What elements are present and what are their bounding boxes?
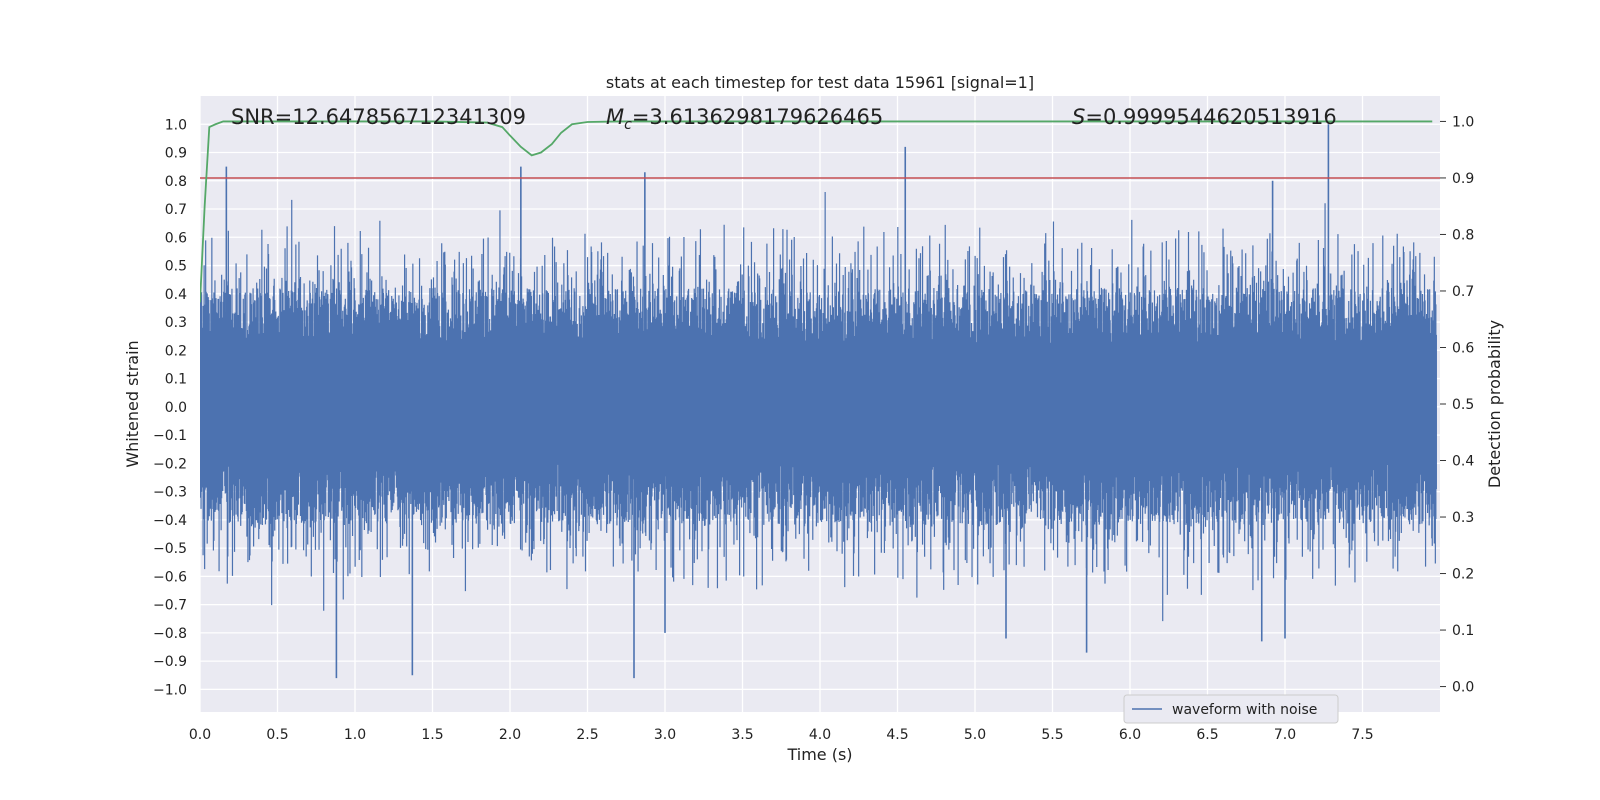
legend-label: waveform with noise	[1172, 702, 1317, 718]
annotation-mc-subscript: c	[624, 117, 632, 133]
x-tick-label: 0.5	[266, 727, 288, 743]
y-right-tick-label: 0.6	[1452, 340, 1474, 356]
y-axis-left-label: Whitened strain	[123, 340, 142, 467]
x-tick-label: 5.5	[1041, 727, 1063, 743]
y-left-tick-label: 0.1	[165, 372, 187, 388]
y-axis-right-label: Detection probability	[1485, 320, 1504, 488]
chart-title: stats at each timestep for test data 159…	[606, 73, 1034, 92]
y-left-tick-label: −0.5	[153, 541, 187, 557]
y-left-tick-label: 1.0	[165, 117, 187, 133]
y-right-tick-label: 0.0	[1452, 680, 1474, 696]
y-right-tick-label: 0.2	[1452, 567, 1474, 583]
y-left-tick-label: 0.9	[165, 146, 187, 162]
legend: waveform with noise	[1123, 694, 1339, 724]
y-left-tick-label: 0.4	[165, 287, 187, 303]
x-axis-ticks: 0.0 0.5 1.0 1.5 2.0 2.5 3.0 3.5 4.0 4.5 5.0 5.5 6.0 6…	[189, 727, 1374, 743]
x-tick-label: 3.5	[731, 727, 753, 743]
y-right-tick-label: 0.8	[1452, 227, 1474, 243]
y-axis-left-ticks: 1.0 0.9 0.8 0.7 0.6 0.5 0.4 0.3 0.2 0.1 0.0 −0.1 −0.…	[153, 117, 187, 698]
y-axis-right-ticks: 1.0 0.9 0.8 0.7 0.6 0.5 0.4 0.3 0.2 0.1 0.0	[1440, 114, 1474, 696]
y-right-tick-label: 1.0	[1452, 114, 1474, 130]
y-right-tick-label: 0.1	[1452, 623, 1474, 639]
x-tick-label: 7.5	[1351, 727, 1373, 743]
x-tick-label: 2.5	[576, 727, 598, 743]
y-right-tick-label: 0.5	[1452, 397, 1474, 413]
x-tick-label: 1.0	[344, 727, 366, 743]
annotation-mc-value: =3.6136298179626465	[632, 105, 883, 129]
annotation-snr-prefix: SNR=	[231, 105, 292, 129]
y-left-tick-label: 0.8	[165, 174, 187, 190]
x-tick-label: 0.0	[189, 727, 211, 743]
y-left-tick-label: −0.8	[153, 626, 187, 642]
x-axis-label: Time (s)	[786, 745, 852, 764]
y-left-tick-label: −0.1	[153, 428, 187, 444]
y-left-tick-label: 0.2	[165, 343, 187, 359]
y-right-tick-label: 0.3	[1452, 510, 1474, 526]
y-left-tick-label: 0.5	[165, 259, 187, 275]
annotation-chirp-mass: Mc=3.6136298179626465	[606, 105, 883, 133]
annotation-s-value: =0.9999544620513916	[1085, 105, 1336, 129]
y-left-tick-label: 0.3	[165, 315, 187, 331]
y-right-tick-label: 0.4	[1452, 454, 1474, 470]
y-left-tick-label: −0.2	[153, 456, 187, 472]
x-tick-label: 7.0	[1274, 727, 1296, 743]
y-left-tick-label: 0.6	[165, 230, 187, 246]
x-tick-label: 3.0	[654, 727, 676, 743]
y-left-tick-label: −0.7	[153, 598, 187, 614]
y-left-tick-label: −0.4	[153, 513, 187, 529]
x-tick-label: 2.0	[499, 727, 521, 743]
y-left-tick-label: −0.6	[153, 569, 187, 585]
x-tick-label: 5.0	[964, 727, 986, 743]
y-left-tick-label: 0.7	[165, 202, 187, 218]
y-left-tick-label: −1.0	[153, 682, 187, 698]
x-tick-label: 6.5	[1196, 727, 1218, 743]
x-tick-label: 1.5	[421, 727, 443, 743]
x-tick-label: 4.0	[809, 727, 831, 743]
annotation-snr: SNR=12.647856712341309	[231, 105, 526, 129]
y-left-tick-label: −0.9	[153, 654, 187, 670]
legend-box	[1123, 694, 1339, 724]
y-right-tick-label: 0.9	[1452, 171, 1474, 187]
waveform-series	[200, 124, 1437, 679]
annotation-snr-value: 12.647856712341309	[292, 105, 526, 129]
x-tick-label: 4.5	[886, 727, 908, 743]
y-left-tick-label: 0.0	[165, 400, 187, 416]
y-right-tick-label: 0.7	[1452, 284, 1474, 300]
waveform-peaks	[225, 124, 1330, 679]
y-left-tick-label: −0.3	[153, 485, 187, 501]
x-tick-label: 6.0	[1119, 727, 1141, 743]
annotation-s-symbol: S	[1072, 105, 1085, 129]
annotation-score: S=0.9999544620513916	[1072, 105, 1337, 129]
probability-line	[200, 120, 1433, 303]
annotation-mc-symbol: M	[606, 105, 624, 129]
probability-series	[200, 120, 1433, 303]
